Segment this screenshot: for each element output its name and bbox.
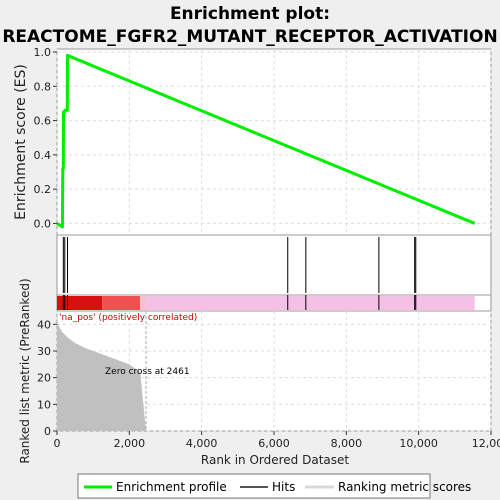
x-tick-label: 0 <box>54 437 61 450</box>
x-tick-label: 10,000 <box>399 437 438 450</box>
metric-axis-label: Ranked list metric (PreRanked) <box>18 278 32 463</box>
chart-title-line1: Enrichment plot: <box>170 4 330 24</box>
x-tick-label: 12,000 <box>472 437 500 450</box>
es-tick-label: 0.0 <box>34 217 52 230</box>
positive-correlation-label: 'na_pos' (positively correlated) <box>59 313 197 323</box>
legend-enrichment-label: Enrichment profile <box>116 480 227 494</box>
es-tick-label: 1.0 <box>34 46 52 59</box>
chart-title-line2: REACTOME_FGFR2_MUTANT_RECEPTOR_ACTIVATIO… <box>2 27 497 47</box>
es-tick-label: 0.2 <box>34 183 52 196</box>
color-bar-segment <box>57 296 103 310</box>
color-bar-segment <box>140 296 147 310</box>
x-tick-label: 6,000 <box>258 437 290 450</box>
zero-cross-label: Zero cross at 2461 <box>105 367 190 377</box>
es-tick-label: 0.4 <box>34 149 52 162</box>
metric-tick-label: 40 <box>37 318 51 331</box>
metric-tick-label: 30 <box>37 345 51 358</box>
es-axis-label: Enrichment score (ES) <box>13 64 29 220</box>
metric-tick-label: 20 <box>37 372 51 385</box>
metric-tick-label: 10 <box>37 398 51 411</box>
enrichment-profile-line <box>56 53 476 229</box>
legend-hits-label: Hits <box>272 480 295 494</box>
es-tick-label: 0.6 <box>34 115 52 128</box>
color-bar-segment <box>146 296 475 310</box>
x-tick-label: 4,000 <box>186 437 218 450</box>
hits-panel <box>56 234 492 296</box>
x-tick-label: 2,000 <box>114 437 146 450</box>
color-bar-segment <box>102 296 141 310</box>
es-tick-label: 0.8 <box>34 80 52 93</box>
metric-tick-label: 0 <box>44 425 51 438</box>
ranking-metric-area <box>57 313 147 431</box>
x-axis-label: Rank in Ordered Dataset <box>201 453 349 467</box>
legend-metric-label: Ranking metric scores <box>338 480 471 494</box>
x-tick-label: 8,000 <box>331 437 363 450</box>
